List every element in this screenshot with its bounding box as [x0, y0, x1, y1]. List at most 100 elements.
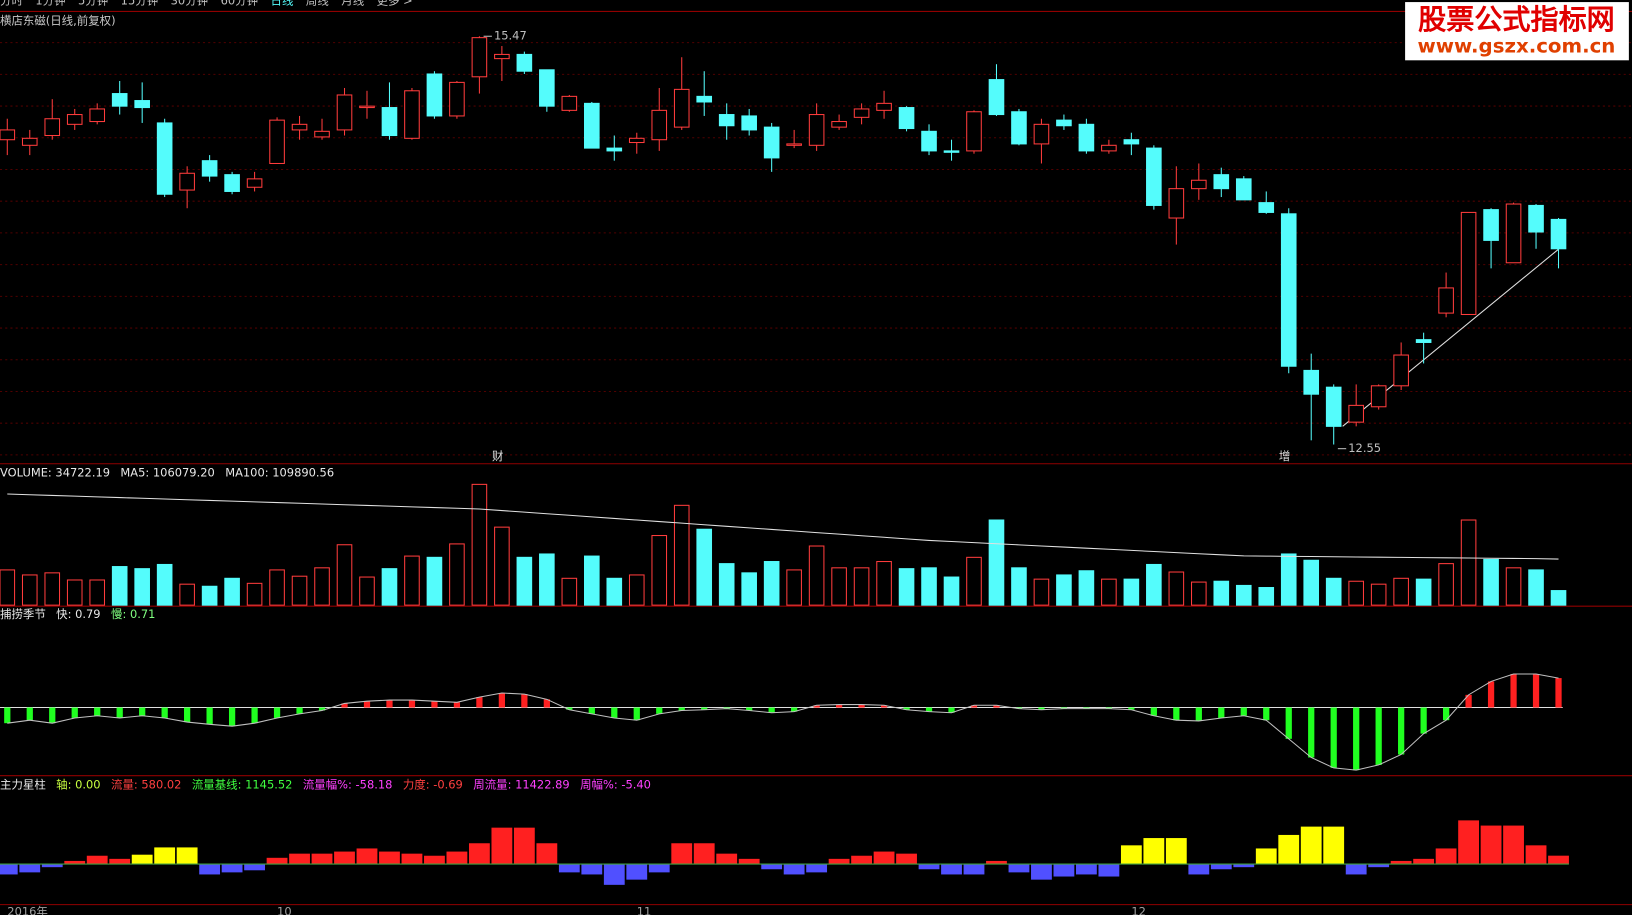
menu-item[interactable]: 60分钟	[221, 0, 258, 8]
candle-body	[696, 95, 713, 103]
volume-bar	[988, 519, 1005, 606]
panel-header: 流量: 580.02	[111, 778, 181, 792]
candle-body	[66, 114, 83, 125]
menu-item[interactable]: 周线	[306, 0, 329, 8]
candle-body	[606, 147, 623, 152]
candle-body	[449, 81, 465, 117]
menu-item[interactable]: 30分钟	[171, 0, 208, 8]
osc-bar	[296, 707, 303, 714]
menu-item[interactable]: 15分钟	[121, 0, 158, 8]
osc-bar	[206, 707, 213, 725]
candle-body	[426, 73, 443, 117]
volume-bar	[876, 561, 892, 606]
volume-bar	[673, 504, 690, 606]
candle-body	[1280, 213, 1297, 367]
flow-bar	[693, 843, 715, 865]
volume-bar	[1393, 577, 1409, 606]
candle-body	[741, 115, 757, 131]
panel-header: 周流量: 11422.89	[473, 778, 569, 792]
volume-bar	[494, 526, 510, 606]
osc-bar	[49, 707, 56, 724]
candle-body	[1011, 111, 1027, 145]
flow-bar	[446, 851, 468, 865]
menu-item[interactable]: 5分钟	[78, 0, 108, 8]
menu-item[interactable]: 月线	[341, 0, 364, 8]
volume-bar	[1550, 590, 1567, 606]
candle-body	[1123, 139, 1140, 145]
flow-bar	[1165, 838, 1187, 865]
volume-bar	[1348, 580, 1364, 606]
candle-body	[201, 160, 218, 177]
flow-bar	[1480, 825, 1502, 865]
flow-bar	[379, 851, 400, 865]
high-label: 15.47	[494, 29, 527, 43]
osc-bar	[1173, 707, 1180, 721]
flow-bar	[0, 864, 18, 875]
candle-body	[246, 178, 263, 188]
candle-body	[269, 119, 285, 165]
volume-bar	[1460, 519, 1477, 606]
candle-body	[359, 105, 375, 109]
flow-bar	[626, 864, 648, 880]
osc-bar	[925, 707, 933, 712]
menu-item[interactable]: 分时	[0, 0, 23, 8]
volume-bar	[66, 579, 83, 606]
candle-body	[1033, 123, 1050, 145]
flow-bar	[1188, 864, 1210, 875]
osc-bar	[1398, 707, 1405, 755]
volume-bar	[1528, 569, 1544, 606]
osc-bar	[1015, 707, 1023, 709]
volume-bar	[1235, 584, 1252, 606]
volume-bar	[269, 569, 285, 606]
menu-item[interactable]: 更多 >	[377, 0, 413, 8]
volume-bar	[134, 568, 150, 606]
osc-bar	[858, 704, 865, 708]
x-tick-label: 12	[1131, 904, 1146, 915]
flow-bar	[334, 851, 355, 865]
candle-body	[651, 109, 668, 141]
flow-bar	[1345, 864, 1367, 875]
flow-bar	[176, 847, 198, 865]
osc-bar	[1105, 707, 1113, 709]
candle-body	[471, 37, 488, 78]
osc-bar	[408, 700, 416, 708]
menu-item[interactable]: 日线	[271, 0, 294, 8]
volume-bar	[1101, 578, 1117, 606]
osc-bar	[341, 703, 348, 708]
flow-bar	[1390, 860, 1412, 865]
osc-bar	[1240, 707, 1247, 716]
candle-body	[89, 108, 106, 123]
volume-bar	[1280, 553, 1297, 606]
flow-bar	[266, 857, 288, 865]
menu-item[interactable]: 1分钟	[35, 0, 65, 8]
osc-bar	[476, 697, 483, 708]
osc-bar	[453, 702, 461, 708]
candle-body	[921, 130, 937, 152]
volume-bar	[1415, 578, 1432, 606]
panel-header: MA100: 109890.56	[225, 466, 334, 480]
candle-body	[1460, 211, 1477, 316]
ma-line	[7, 493, 1559, 560]
flow-bar	[1098, 864, 1120, 877]
flow-bar	[918, 864, 940, 870]
flow-bar	[1255, 848, 1277, 865]
candle-body	[1550, 218, 1567, 250]
volume-bar	[628, 574, 645, 606]
volume-bar	[696, 528, 713, 606]
flow-bar	[1053, 864, 1075, 877]
candle-body	[876, 102, 892, 111]
candle-body	[584, 102, 600, 149]
flow-bar	[41, 864, 63, 868]
flow-bar	[1300, 826, 1322, 865]
candle-body	[966, 111, 982, 152]
flow-bar	[1120, 845, 1142, 865]
candle-body	[673, 88, 690, 128]
flow-bar	[1233, 864, 1255, 868]
panel-header: 慢: 0.71	[111, 607, 155, 621]
volume-bar	[966, 556, 982, 606]
volume-bar	[0, 569, 16, 606]
candle-body	[1505, 203, 1522, 264]
osc-bar	[566, 707, 573, 710]
candle-body	[1056, 119, 1072, 127]
volume-bar	[898, 568, 915, 606]
